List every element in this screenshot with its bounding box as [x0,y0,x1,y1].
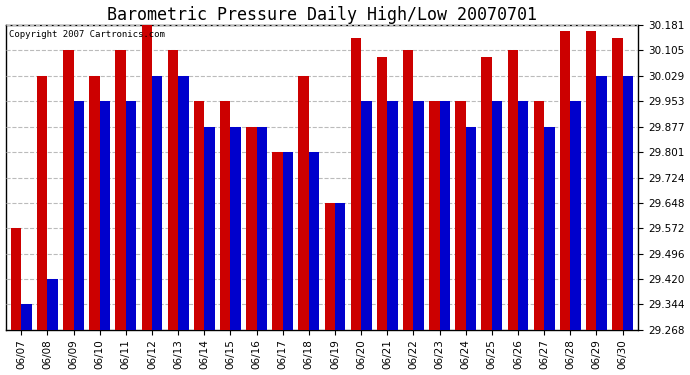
Bar [335,203,346,330]
Bar [596,76,607,330]
Bar [440,101,450,330]
Bar [612,38,622,330]
Bar [283,152,293,330]
Bar [466,127,476,330]
Bar [63,51,74,330]
Bar [309,152,319,330]
Bar [544,127,555,330]
Bar [403,51,413,330]
Bar [246,127,257,330]
Bar [377,57,387,330]
Bar [351,38,361,330]
Bar [570,101,581,330]
Bar [37,76,48,330]
Bar [560,32,570,330]
Bar [387,101,397,330]
Bar [586,32,596,330]
Bar [99,101,110,330]
Bar [168,51,178,330]
Bar [455,101,466,330]
Text: Copyright 2007 Cartronics.com: Copyright 2007 Cartronics.com [9,30,165,39]
Bar [492,101,502,330]
Bar [74,101,84,330]
Bar [230,127,241,330]
Bar [194,101,204,330]
Bar [413,101,424,330]
Bar [429,101,440,330]
Bar [48,279,58,330]
Bar [21,304,32,330]
Bar [273,152,283,330]
Bar [141,25,152,330]
Bar [482,57,492,330]
Bar [508,51,518,330]
Bar [204,127,215,330]
Bar [533,101,544,330]
Bar [115,51,126,330]
Bar [126,101,136,330]
Bar [324,203,335,330]
Bar [152,76,162,330]
Bar [89,76,99,330]
Bar [622,76,633,330]
Bar [178,76,188,330]
Bar [220,101,230,330]
Bar [361,101,371,330]
Title: Barometric Pressure Daily High/Low 20070701: Barometric Pressure Daily High/Low 20070… [107,6,537,24]
Bar [298,76,309,330]
Bar [518,101,529,330]
Bar [257,127,267,330]
Bar [11,228,21,330]
